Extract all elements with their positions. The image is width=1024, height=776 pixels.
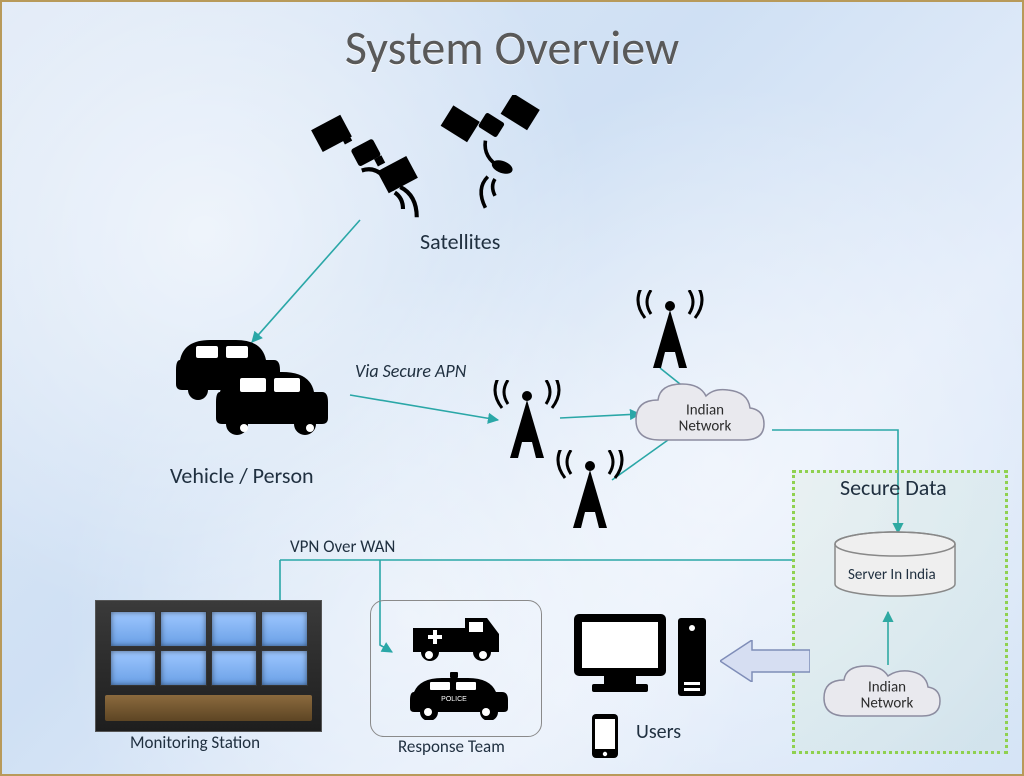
response-team-label: Response Team [398, 736, 505, 757]
satellites-label: Satellites [420, 228, 500, 255]
cell-tower-icon [555, 450, 625, 530]
police-car-icon: POLICE [400, 672, 510, 720]
indian-network-cloud: IndianNetwork [630, 380, 780, 458]
satellite-icon [300, 110, 440, 220]
svg-text:POLICE: POLICE [441, 696, 467, 703]
monitoring-station-icon [95, 600, 322, 732]
monitoring-station-label: Monitoring Station [130, 732, 260, 753]
cell-tower-icon [635, 290, 705, 370]
users-computer-icon [570, 610, 710, 710]
cloud-label: IndianNetwork [818, 680, 956, 712]
smartphone-icon [590, 712, 620, 760]
block-arrow-icon [720, 640, 810, 682]
vehicle-person-label: Vehicle / Person [170, 462, 314, 489]
ambulance-icon [405, 612, 505, 667]
via-secure-apn-label: Via Secure APN [355, 360, 466, 382]
satellite-icon [435, 95, 555, 215]
page-title: System Overview [0, 18, 1024, 77]
server-in-india-label: Server In India [848, 566, 936, 584]
secure-data-label: Secure Data [840, 474, 947, 501]
vehicles-icon [160, 320, 340, 460]
indian-network-cloud: IndianNetwork [818, 660, 956, 732]
cell-tower-icon [492, 380, 562, 460]
vpn-over-wan-label: VPN Over WAN [290, 536, 395, 557]
users-label: Users [636, 720, 681, 744]
cloud-label: IndianNetwork [630, 403, 780, 435]
